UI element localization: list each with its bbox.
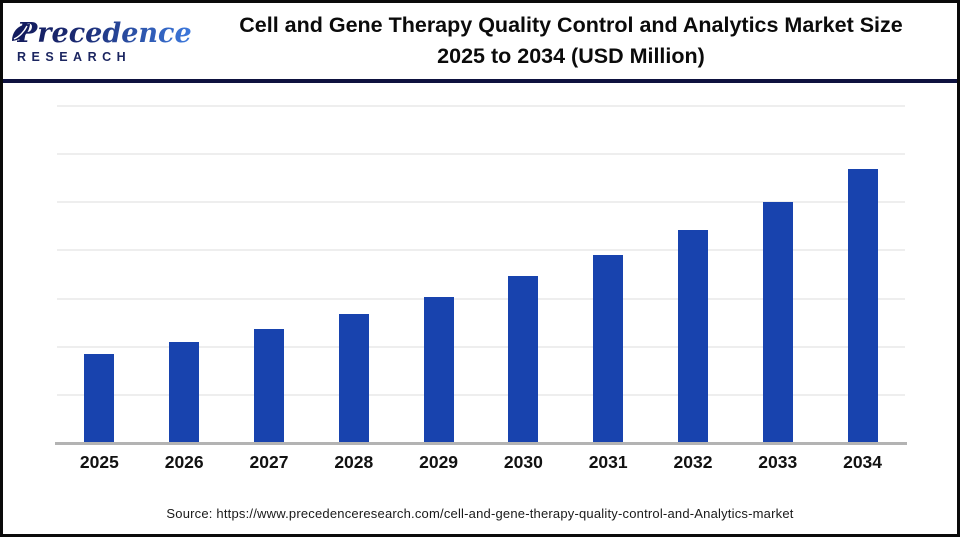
x-axis-label: 2033 bbox=[758, 452, 798, 472]
bars-row bbox=[57, 106, 905, 443]
brand-logo: Precedence RESEARCH bbox=[3, 18, 195, 64]
x-axis-label: 2025 bbox=[79, 452, 119, 472]
source-text: Source: https://www.precedenceresearch.c… bbox=[166, 506, 794, 521]
page-title: Cell and Gene Therapy Quality Control an… bbox=[195, 10, 957, 72]
x-axis-label: 2028 bbox=[334, 452, 374, 472]
bar-2025 bbox=[84, 354, 115, 443]
gridline bbox=[57, 297, 905, 300]
bar-slot bbox=[481, 106, 566, 443]
bar-slot bbox=[566, 106, 651, 443]
brand-name: Precedence bbox=[17, 18, 195, 49]
gridline bbox=[57, 249, 905, 252]
bar-2033 bbox=[762, 201, 793, 443]
title-line-2: 2025 to 2034 (USD Million) bbox=[437, 44, 705, 68]
gridline bbox=[57, 345, 905, 348]
gridline bbox=[57, 393, 905, 396]
title-line-1: Cell and Gene Therapy Quality Control an… bbox=[239, 13, 903, 37]
bar-2027 bbox=[253, 328, 284, 443]
x-axis-baseline bbox=[55, 442, 907, 445]
x-axis-label: 2034 bbox=[843, 452, 883, 472]
x-axis-label: 2032 bbox=[673, 452, 713, 472]
chart-plot bbox=[55, 105, 907, 445]
bar-2030 bbox=[508, 276, 539, 443]
gridline bbox=[57, 105, 905, 107]
x-axis-label: 2031 bbox=[588, 452, 628, 472]
brand-subtitle: RESEARCH bbox=[17, 50, 195, 64]
gridline bbox=[57, 153, 905, 156]
bar-2028 bbox=[338, 313, 369, 443]
bar-slot bbox=[396, 106, 481, 443]
x-axis-label: 2027 bbox=[249, 452, 289, 472]
bar-slot bbox=[735, 106, 820, 443]
bar-slot bbox=[311, 106, 396, 443]
bar-slot bbox=[142, 106, 227, 443]
x-axis-labels: 2025 2026 2027 2028 2029 2030 2031 2032 2033 2034 bbox=[57, 452, 905, 473]
header: Precedence RESEARCH Cell and Gene Therap… bbox=[3, 3, 957, 83]
x-axis-label: 2029 bbox=[419, 452, 459, 472]
bar-2034 bbox=[847, 168, 878, 443]
bar-slot bbox=[57, 106, 142, 443]
gridline bbox=[57, 201, 905, 204]
leaf-icon bbox=[12, 23, 30, 41]
bar-slot bbox=[651, 106, 736, 443]
bar-slot bbox=[227, 106, 312, 443]
bar-2032 bbox=[677, 229, 708, 443]
bar-slot bbox=[820, 106, 905, 443]
bar-2026 bbox=[169, 341, 200, 443]
bar-2031 bbox=[593, 254, 624, 443]
bar-2029 bbox=[423, 296, 454, 443]
x-axis-label: 2030 bbox=[503, 452, 543, 472]
x-axis-label: 2026 bbox=[164, 452, 204, 472]
